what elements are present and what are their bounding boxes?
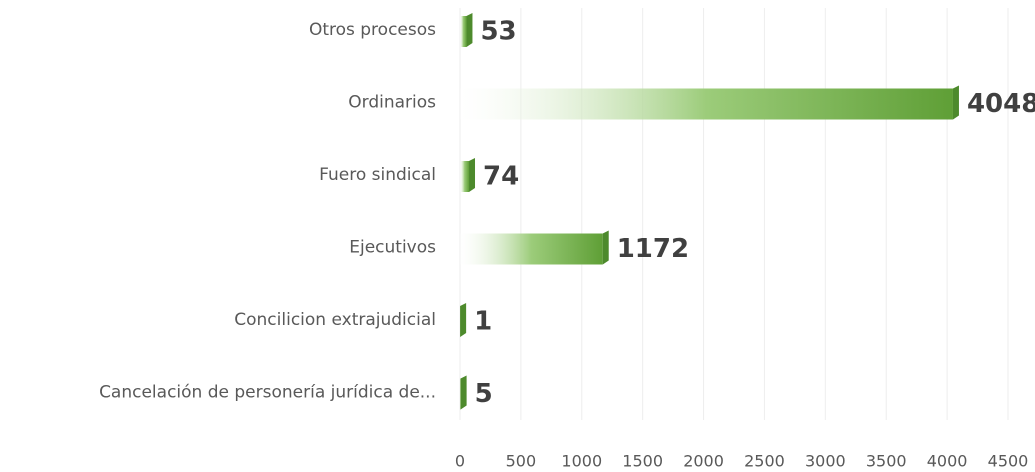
y-tick-label: Otros procesos — [309, 20, 436, 40]
bar-side — [469, 158, 476, 192]
x-tick-label: 500 — [506, 452, 537, 471]
x-tick-label: 4000 — [927, 452, 968, 471]
y-tick-label: Ordinarios — [348, 93, 436, 113]
bar-side — [460, 303, 467, 337]
x-tick-label: 0 — [455, 452, 465, 471]
bar — [460, 161, 470, 192]
y-tick-label: Fuero sindical — [319, 165, 436, 185]
y-tick-label: Ejecutivos — [349, 238, 436, 258]
y-tick-label: Concilicion extrajudicial — [234, 310, 436, 330]
bar — [460, 378, 461, 410]
bar-side — [952, 85, 959, 120]
value-label: 1 — [474, 307, 492, 337]
y-tick-label: Cancelación de personería jurídica de... — [99, 383, 436, 403]
value-label: 74 — [483, 162, 519, 192]
bar — [460, 233, 603, 265]
bar-side — [602, 230, 609, 265]
bar — [460, 16, 467, 47]
x-tick-label: 1500 — [622, 452, 663, 471]
value-label: 53 — [480, 17, 516, 47]
bar-side — [460, 375, 467, 410]
x-tick-label: 1000 — [561, 452, 602, 471]
x-tick-label: 4500 — [988, 452, 1029, 471]
x-tick-label: 3000 — [805, 452, 846, 471]
value-label: 1172 — [617, 234, 689, 264]
value-label: 4048 — [967, 89, 1035, 119]
x-tick-label: 2500 — [744, 452, 785, 471]
x-tick-label: 2000 — [683, 452, 724, 471]
bar — [460, 88, 953, 120]
value-label: 5 — [475, 379, 493, 409]
bar-side — [466, 13, 473, 47]
x-tick-label: 3500 — [866, 452, 907, 471]
